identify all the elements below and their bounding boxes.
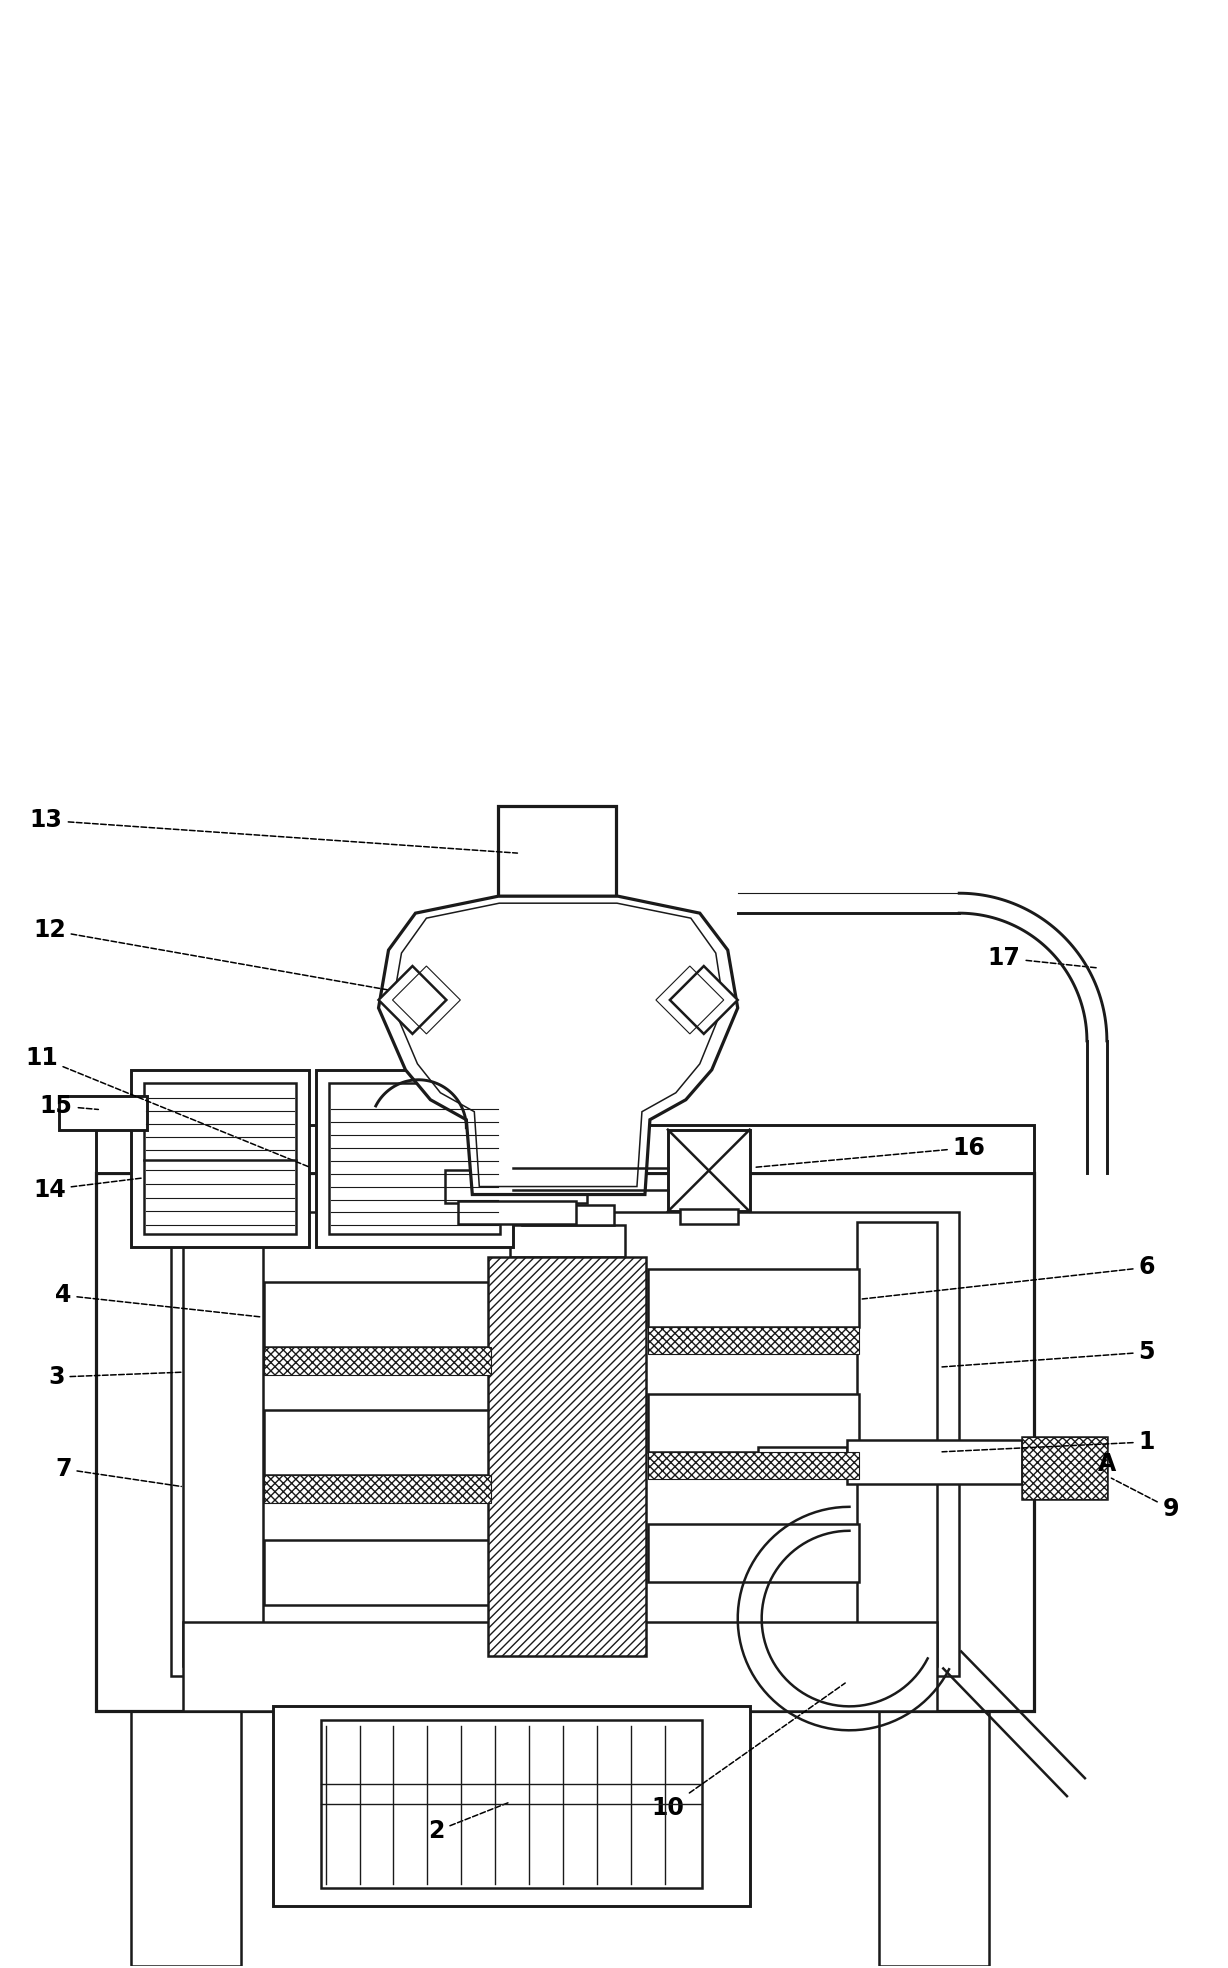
Bar — [648, 1393, 860, 1452]
Bar — [648, 1269, 860, 1326]
Text: 5: 5 — [942, 1340, 1156, 1368]
Bar — [273, 1706, 749, 1905]
Bar — [321, 1720, 701, 1887]
Text: 10: 10 — [651, 1683, 845, 1820]
Bar — [648, 1523, 860, 1582]
Bar — [1022, 1437, 1106, 1500]
Bar — [329, 1082, 500, 1234]
Bar — [648, 1393, 860, 1452]
Bar — [131, 1706, 241, 1966]
Text: 16: 16 — [754, 1136, 986, 1167]
Bar — [183, 1222, 263, 1667]
Bar — [264, 1283, 491, 1348]
Bar — [857, 1222, 937, 1667]
Polygon shape — [378, 895, 738, 1195]
Bar — [264, 1409, 491, 1474]
Bar — [264, 1283, 491, 1348]
Bar — [273, 1706, 749, 1905]
Bar — [144, 1082, 296, 1234]
Text: 9: 9 — [1111, 1478, 1179, 1521]
Bar — [448, 1173, 585, 1200]
Bar — [264, 1539, 491, 1604]
Bar — [171, 1212, 959, 1677]
Bar — [847, 1441, 1022, 1484]
Bar — [648, 1523, 860, 1582]
Text: 2: 2 — [429, 1803, 510, 1844]
Text: 3: 3 — [48, 1366, 182, 1389]
Bar — [648, 1269, 860, 1326]
Bar — [96, 1173, 1034, 1712]
Text: 1: 1 — [942, 1431, 1156, 1454]
Text: 15: 15 — [39, 1094, 98, 1118]
Bar — [879, 1706, 989, 1966]
Bar — [316, 1071, 513, 1248]
Bar — [446, 1169, 587, 1202]
Bar — [183, 1222, 263, 1667]
Bar — [96, 1124, 1034, 1173]
Text: 6: 6 — [862, 1256, 1156, 1299]
Bar — [648, 1326, 860, 1354]
Text: 7: 7 — [55, 1456, 182, 1486]
Bar — [183, 1622, 937, 1712]
Bar — [857, 1222, 937, 1667]
Polygon shape — [669, 966, 738, 1033]
Text: 11: 11 — [25, 1045, 308, 1167]
Text: 14: 14 — [33, 1177, 144, 1202]
Bar — [131, 1071, 308, 1248]
Bar — [489, 1258, 646, 1657]
Bar — [264, 1539, 491, 1604]
Bar — [522, 1206, 614, 1226]
Bar — [264, 1409, 491, 1474]
Text: 17: 17 — [987, 947, 1097, 970]
Bar — [183, 1622, 937, 1712]
Bar — [59, 1096, 147, 1130]
Bar — [511, 1226, 625, 1258]
Bar — [680, 1210, 738, 1224]
Bar — [131, 1706, 241, 1966]
Bar — [131, 1071, 308, 1248]
Bar — [879, 1706, 989, 1966]
Bar — [264, 1474, 491, 1504]
Bar — [458, 1200, 576, 1224]
Bar — [499, 807, 616, 895]
Bar — [316, 1071, 513, 1248]
Bar — [96, 1173, 1034, 1712]
Polygon shape — [378, 966, 447, 1033]
Bar — [668, 1130, 749, 1212]
Bar — [96, 1124, 1034, 1173]
Bar — [758, 1446, 847, 1476]
Bar — [1022, 1437, 1106, 1500]
Text: 12: 12 — [33, 919, 403, 992]
Text: A: A — [1098, 1452, 1116, 1476]
Text: 13: 13 — [29, 809, 517, 852]
Text: 4: 4 — [55, 1283, 262, 1317]
Bar — [648, 1452, 860, 1478]
Bar — [264, 1348, 491, 1376]
